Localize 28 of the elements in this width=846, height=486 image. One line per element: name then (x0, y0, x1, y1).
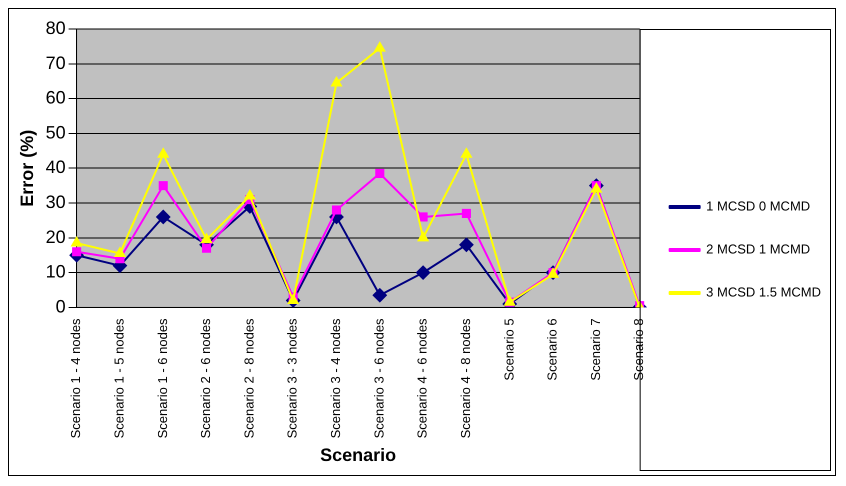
x-tick-label: Scenario 1 - 6 nodes (154, 318, 170, 438)
x-tick-label: Scenario 3 - 6 nodes (371, 318, 386, 438)
x-tick-label: Scenario 1 - 4 nodes (68, 318, 84, 438)
x-tick-label: Scenario 4 - 6 nodes (414, 318, 430, 438)
legend-label: 2 MCSD 1 MCMD (706, 242, 810, 257)
y-tick-label: 60 (46, 88, 66, 108)
legend-label: 1 MCSD 0 MCMD (706, 198, 810, 214)
x-tick-label: Scenario 3 - 4 nodes (328, 318, 344, 438)
y-tick-label: 70 (46, 52, 66, 73)
x-tick-label: Scenario 1 - 5 nodes (112, 318, 127, 438)
legend-label: 3 MCSD 1.5 MCMD (706, 284, 822, 300)
y-tick-label: 10 (46, 262, 66, 282)
x-tick-label: Scenario 3 - 3 nodes (284, 318, 300, 438)
x-tick-label: Scenario 8 (631, 318, 646, 381)
x-tick-label: Scenario 2 - 6 nodes (198, 318, 214, 438)
y-tick-label: 20 (46, 226, 66, 247)
y-tick-label: 40 (46, 157, 66, 178)
x-tick-label: Scenario 6 (544, 318, 560, 381)
y-tick-label: 30 (46, 192, 66, 212)
x-axis-title: Scenario (320, 445, 396, 466)
x-tick-label: Scenario 4 - 8 nodes (458, 318, 473, 438)
y-tick-label: 80 (46, 18, 66, 38)
y-tick-label: 50 (46, 122, 66, 142)
x-tick-label: Scenario 5 (501, 318, 516, 381)
y-tick-label: 0 (56, 296, 66, 316)
x-tick-label: Scenario 7 (588, 318, 603, 381)
y-axis-title: Error (%) (16, 130, 37, 207)
x-tick-label: Scenario 2 - 8 nodes (241, 318, 256, 438)
